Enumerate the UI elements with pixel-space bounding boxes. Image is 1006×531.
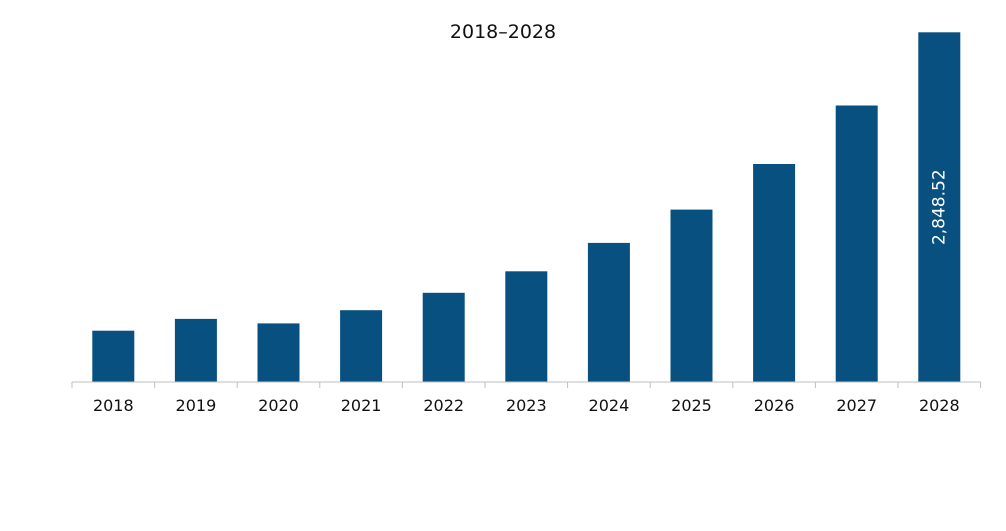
x-axis-tick-labels: 2018 2019 2020 2021 2022 2023 2024 2025 2026 2027… (93, 396, 960, 415)
bars-group (92, 32, 961, 383)
bar-2023 (505, 271, 548, 382)
x-tick-label-2018: 2018 (93, 396, 134, 415)
x-tick-label-2025: 2025 (671, 396, 712, 415)
x-tick-label-2020: 2020 (258, 396, 299, 415)
bar-2022 (422, 292, 465, 382)
x-tick-label-2021: 2021 (341, 396, 382, 415)
bar-2024 (587, 242, 630, 382)
bar-2021 (340, 310, 383, 382)
x-tick-label-2026: 2026 (754, 396, 795, 415)
x-tick-label-2028: 2028 (919, 396, 960, 415)
x-axis-ticks (71, 382, 982, 388)
x-tick-label-2024: 2024 (589, 396, 630, 415)
bar-2025 (670, 209, 713, 382)
x-tick-label-2022: 2022 (423, 396, 464, 415)
data-label-2028: 2,848.52 (929, 169, 949, 245)
bar-2019 (174, 318, 217, 382)
bar-2018 (92, 330, 135, 382)
chart-title: 2018–2028 (450, 21, 556, 43)
x-tick-label-2023: 2023 (506, 396, 547, 415)
x-tick-label-2027: 2027 (836, 396, 877, 415)
bar-2026 (753, 164, 796, 382)
bar-2020 (257, 323, 300, 382)
x-tick-label-2019: 2019 (176, 396, 217, 415)
data-labels-group: 2,848.52 (929, 169, 949, 245)
bar-2027 (835, 105, 878, 382)
bar-2028 (918, 32, 961, 383)
